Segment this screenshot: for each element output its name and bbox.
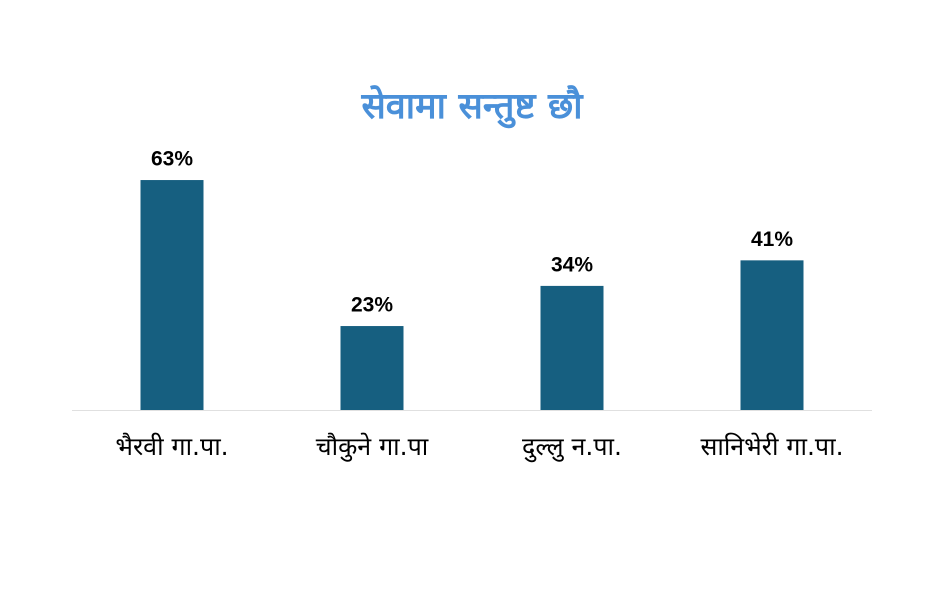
value-label: 63% bbox=[151, 148, 193, 171]
bar bbox=[340, 326, 404, 410]
x-tick-label: चौकुने गा.पा bbox=[316, 432, 429, 462]
chart-title: सेवामा सन्तुष्ट छौ bbox=[360, 85, 584, 129]
bar bbox=[540, 285, 604, 410]
value-label: 34% bbox=[551, 253, 593, 276]
value-label: 23% bbox=[351, 294, 393, 317]
bar bbox=[740, 260, 804, 410]
value-label: 41% bbox=[751, 228, 793, 251]
x-tick-label: सानिभेरी गा.पा. bbox=[700, 432, 843, 461]
bar bbox=[140, 180, 204, 410]
x-tick-label: भैरवी गा.पा. bbox=[115, 432, 228, 461]
x-tick-label: दुल्लु न.पा. bbox=[522, 432, 622, 463]
